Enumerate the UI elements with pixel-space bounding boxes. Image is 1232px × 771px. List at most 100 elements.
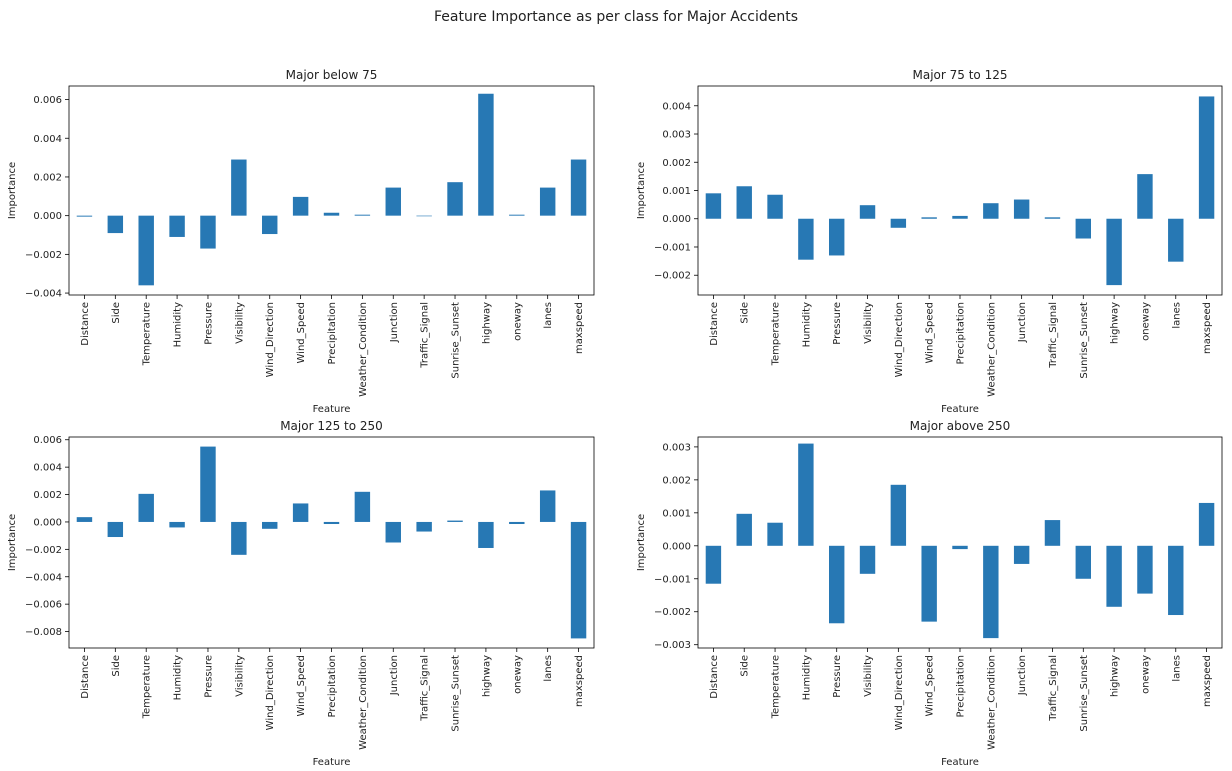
y-tick-label: −0.003 [654, 640, 691, 651]
bar-distance [76, 517, 93, 522]
y-tick-label: 0.003 [662, 130, 691, 141]
x-tick-label: Traffic_Signal [420, 655, 431, 722]
y-tick-label: 0.001 [662, 508, 691, 519]
bar-pressure [200, 215, 216, 249]
x-tick-label: Temperature [142, 655, 153, 719]
x-tick-label: Visibility [234, 655, 245, 697]
bar-side [107, 521, 124, 538]
bar-temperature [767, 194, 783, 219]
bar-maxspeed [1198, 502, 1215, 546]
bar-weather-condition [983, 545, 999, 639]
bar-side [736, 513, 752, 546]
y-tick-label: 0.000 [33, 211, 62, 222]
y-tick-label: −0.004 [25, 572, 62, 583]
bar-wind-direction [890, 484, 907, 546]
x-tick-label: Humidity [801, 302, 812, 347]
y-tick-label: 0.001 [662, 186, 691, 197]
x-tick-label: Sunrise_Sunset [1079, 302, 1090, 379]
y-axis-label: Importance [7, 514, 18, 571]
y-tick-label: 0.000 [662, 214, 691, 225]
bar-traffic-signal [416, 521, 432, 532]
bar-oneway [509, 521, 525, 525]
x-axis-label: Feature [941, 757, 979, 768]
x-tick-label: Wind_Direction [894, 655, 905, 730]
y-tick-label: −0.008 [25, 627, 62, 638]
bar-wind-direction [262, 215, 278, 235]
x-tick-label: Junction [389, 655, 400, 696]
bar-traffic-signal [416, 215, 432, 217]
bar-humidity [169, 521, 185, 528]
chart-title: Major 75 to 125 [913, 68, 1008, 82]
x-axis-label: Feature [313, 404, 351, 415]
y-tick-label: −0.006 [25, 600, 62, 611]
x-tick-label: lanes [543, 302, 554, 329]
bar-pressure [200, 446, 216, 522]
bar-sunrise-sunset [447, 520, 463, 522]
bar-sunrise-sunset [447, 182, 463, 216]
x-tick-label: Visibility [863, 655, 874, 697]
y-tick-label: 0.006 [33, 95, 62, 106]
y-axis-label: Importance [636, 514, 647, 571]
x-tick-label: Pressure [203, 655, 214, 698]
bar-traffic-signal [1044, 217, 1061, 219]
x-tick-label: Sunrise_Sunset [451, 302, 462, 379]
x-tick-label: Pressure [832, 655, 843, 698]
x-tick-label: Pressure [832, 302, 843, 345]
bar-sunrise-sunset [1075, 545, 1091, 579]
bar-precipitation [952, 215, 968, 219]
chart-major-75-to-125: −0.002 −0.001 0.000 0.001 0.002 0.003 0.004 Dis… [636, 68, 1223, 415]
x-tick-label: Precipitation [327, 655, 338, 718]
chart-title: Major below 75 [286, 68, 378, 82]
bar-maxspeed [1198, 96, 1215, 219]
bar-wind-speed [921, 545, 937, 622]
y-tick-label: 0.004 [33, 463, 62, 474]
y-tick-label: −0.001 [654, 574, 691, 585]
x-tick-label: Distance [709, 655, 720, 699]
x-tick-label: maxspeed [1202, 302, 1213, 354]
y-tick-label: 0.006 [33, 435, 62, 446]
x-tick-label: oneway [512, 655, 523, 694]
bar-precipitation [323, 521, 340, 525]
bar-wind-speed [292, 196, 309, 216]
x-tick-label: Distance [80, 655, 91, 699]
x-tick-label: oneway [512, 302, 523, 341]
x-tick-label: Wind_Direction [265, 655, 276, 730]
x-axis-label: Feature [941, 404, 979, 415]
bar-maxspeed [570, 521, 587, 639]
bar-side [736, 186, 752, 219]
x-tick-label: oneway [1140, 302, 1151, 341]
bar-lanes [539, 187, 556, 216]
x-tick-label: Weather_Condition [358, 302, 369, 397]
bar-precipitation [952, 545, 968, 550]
x-tick-label: Wind_Speed [925, 655, 936, 716]
bar-weather-condition [983, 203, 999, 219]
x-tick-label: Side [111, 302, 122, 324]
chart-major-below-75: −0.004 −0.002 0.000 0.002 0.004 0.006 Distance… [7, 68, 595, 415]
bar-oneway [509, 214, 525, 216]
bar-sunrise-sunset [1075, 218, 1091, 239]
x-tick-label: Visibility [234, 302, 245, 344]
x-tick-label: maxspeed [1202, 655, 1213, 707]
y-tick-label: 0.002 [33, 172, 62, 183]
y-tick-label: −0.004 [25, 289, 62, 300]
bar-side [107, 215, 124, 234]
x-tick-label: Distance [80, 302, 91, 346]
y-tick-label: 0.004 [662, 101, 691, 112]
x-tick-label: Sunrise_Sunset [451, 655, 462, 732]
x-tick-label: Wind_Direction [265, 302, 276, 377]
chart-title: Major 125 to 250 [280, 419, 383, 433]
bar-weather-condition [354, 491, 371, 522]
y-axis-label: Importance [636, 162, 647, 219]
bar-junction [1013, 199, 1030, 219]
x-tick-label: Humidity [801, 655, 812, 700]
x-tick-label: Traffic_Signal [1048, 302, 1059, 369]
bar-temperature [767, 522, 783, 546]
y-tick-label: 0.000 [33, 517, 62, 528]
y-tick-label: 0.002 [662, 475, 691, 486]
x-tick-label: Side [111, 655, 122, 677]
x-tick-label: lanes [1171, 655, 1182, 682]
bar-lanes [1168, 545, 1184, 616]
bar-oneway [1137, 545, 1153, 594]
bar-wind-direction [262, 521, 278, 529]
